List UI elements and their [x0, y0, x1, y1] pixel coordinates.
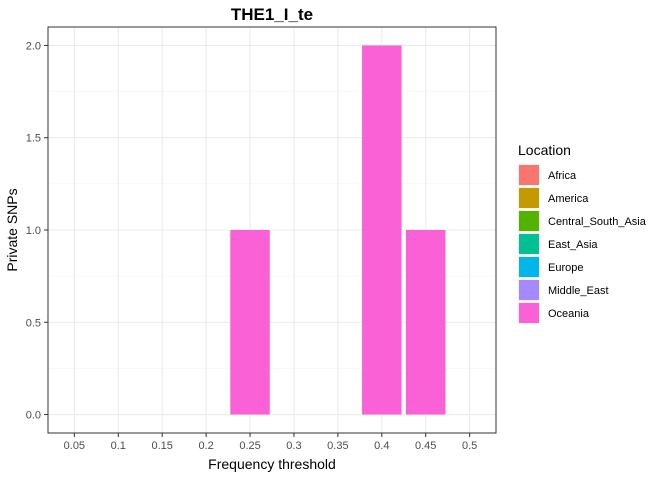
legend-label-europe: Europe [548, 262, 583, 274]
bar-oceania-0.25 [230, 230, 270, 415]
x-tick-label: 0.4 [374, 440, 389, 452]
legend-swatch-africa [519, 165, 539, 185]
legend-label-central_south_asia: Central_South_Asia [548, 216, 647, 228]
x-tick-label: 0.35 [327, 440, 348, 452]
legend-title: Location [518, 142, 571, 158]
legend-label-oceania: Oceania [548, 308, 590, 320]
x-axis-title: Frequency threshold [208, 456, 336, 472]
y-tick-label: 0.5 [26, 317, 41, 329]
legend: Africa America Central_South_Asia East_Asia… [518, 164, 647, 324]
x-tick-label: 0.45 [415, 440, 436, 452]
legend-swatch-europe [519, 257, 539, 277]
legend-label-africa: Africa [548, 170, 577, 182]
bar-oceania-0.4 [362, 45, 402, 415]
legend-label-east_asia: East_Asia [548, 239, 598, 251]
bars [230, 45, 446, 415]
chart-title: THE1_I_te [231, 5, 313, 24]
legend-swatch-america [519, 188, 539, 208]
x-tick-label: 0.2 [198, 440, 213, 452]
y-tick-label: 1.5 [26, 133, 41, 145]
bar-oceania-0.45 [405, 230, 446, 415]
y-tick-label: 2.0 [26, 40, 41, 52]
x-tick-label: 0.25 [239, 440, 260, 452]
y-tick-label: 1.0 [26, 225, 41, 237]
grid [48, 27, 496, 433]
legend-swatch-middle_east [519, 280, 539, 300]
x-tick-label: 0.05 [64, 440, 85, 452]
legend-swatch-oceania [519, 303, 539, 323]
legend-label-america: America [548, 193, 589, 205]
legend-label-middle_east: Middle_East [548, 285, 609, 297]
x-tick-label: 0.5 [462, 440, 477, 452]
legend-swatch-central_south_asia [519, 211, 539, 231]
x-tick-label: 0.15 [151, 440, 172, 452]
y-tick-label: 0.0 [26, 410, 41, 422]
y-axis-title: Private SNPs [4, 188, 20, 271]
x-tick-label: 0.1 [111, 440, 126, 452]
ticks: 0.0 0.5 1.0 1.5 2.0 0.05 0.1 0.15 0.2 0.25 0.3 0.35… [26, 40, 478, 452]
legend-swatch-east_asia [519, 234, 539, 254]
x-tick-label: 0.3 [286, 440, 301, 452]
